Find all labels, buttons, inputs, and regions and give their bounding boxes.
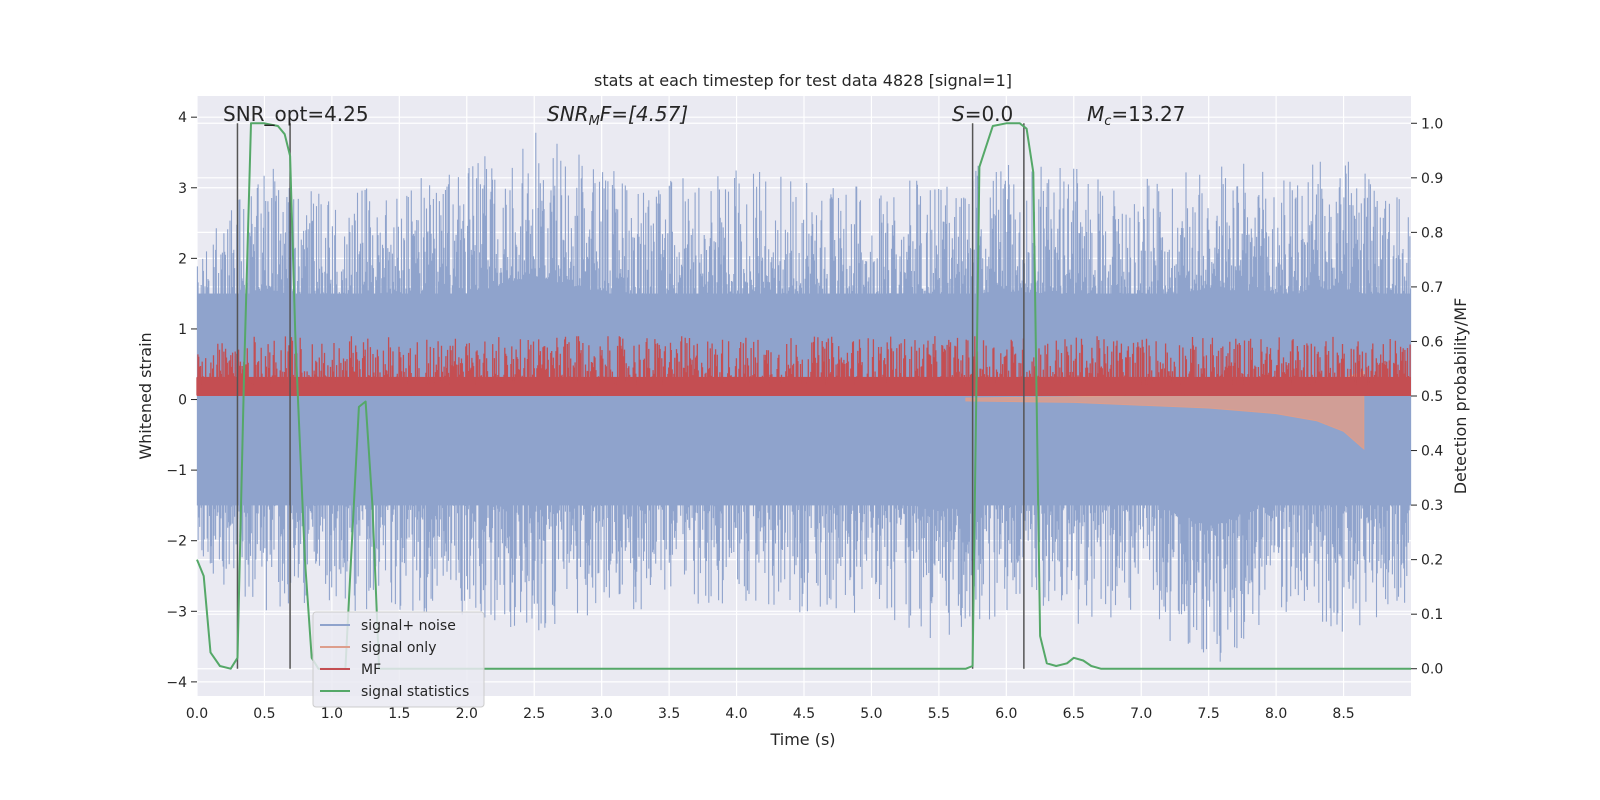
annotation-snr-opt: SNR_opt=4.25 xyxy=(223,102,369,126)
y-tick-label: 1 xyxy=(178,322,187,338)
x-tick-label: 4.5 xyxy=(793,706,815,722)
y2-tick-label: 0.2 xyxy=(1421,553,1443,569)
y-tick-label: 4 xyxy=(178,110,187,126)
chart-title: stats at each timestep for test data 482… xyxy=(594,71,1012,90)
y-tick-label: −3 xyxy=(166,604,187,620)
annotation-mc: Mc=13.27 xyxy=(1087,102,1185,129)
x-tick-label: 6.0 xyxy=(995,706,1017,722)
annotation-mc-rest: =13.27 xyxy=(1111,102,1185,126)
y-tick-label: −2 xyxy=(166,534,187,550)
x-tick-label: 2.5 xyxy=(523,706,545,722)
x-tick-label: 5.0 xyxy=(860,706,882,722)
mf-line xyxy=(196,336,1411,396)
y2-tick-label: 0.6 xyxy=(1421,334,1443,350)
y-tick-label: 0 xyxy=(178,393,187,409)
y-tick-label: −4 xyxy=(166,675,187,691)
x-tick-label: 7.5 xyxy=(1198,706,1220,722)
y2-tick-label: 0.5 xyxy=(1421,389,1443,405)
legend-label-mf: MF xyxy=(361,662,381,678)
legend: signal+ noise signal only MF signal stat… xyxy=(312,611,485,708)
y2-tick-label: 1.0 xyxy=(1421,116,1443,132)
legend-label-signal-statistics: signal statistics xyxy=(361,684,469,700)
x-tick-label: 1.5 xyxy=(388,706,410,722)
x-tick-label: 7.0 xyxy=(1130,706,1152,722)
x-tick-label: 8.5 xyxy=(1332,706,1354,722)
annotation-s-rest: =0.0 xyxy=(965,102,1014,126)
annotation-s: S=0.0 xyxy=(952,102,1013,126)
annotation-snr-mf-rest: F=[4.57] xyxy=(600,102,688,126)
legend-label-signal-only: signal only xyxy=(361,640,436,656)
x-tick-label: 1.0 xyxy=(321,706,343,722)
annotation-mc-main: M xyxy=(1087,102,1104,126)
x-tick-label: 8.0 xyxy=(1265,706,1287,722)
y-axis-ticks: −4 −3 −2 −1 0 1 2 3 4 xyxy=(166,110,197,691)
x-tick-label: 3.0 xyxy=(591,706,613,722)
annotation-snr-mf-sub: M xyxy=(589,114,600,129)
x-tick-label: 5.5 xyxy=(928,706,950,722)
x-tick-label: 3.5 xyxy=(658,706,680,722)
y2-tick-label: 0.7 xyxy=(1421,280,1443,296)
x-tick-label: 0.0 xyxy=(186,706,208,722)
x-tick-label: 4.0 xyxy=(725,706,747,722)
annotation-snr-mf: SNRMF=[4.57] xyxy=(547,102,688,129)
x-tick-label: 6.5 xyxy=(1063,706,1085,722)
x-tick-label: 2.0 xyxy=(456,706,478,722)
y2-tick-label: 0.8 xyxy=(1421,225,1443,241)
y2-tick-label: 0.3 xyxy=(1421,498,1443,514)
y2-tick-label: 0.4 xyxy=(1421,444,1443,460)
legend-box xyxy=(312,611,485,708)
x-axis-ticks: 0.0 0.5 1.0 1.5 2.0 2.5 3.0 3.5 4.0 4.5 5.0 5.5 6.0 6… xyxy=(186,706,1355,722)
annotation-snr-mf-main: SNR xyxy=(547,102,589,126)
y2-tick-label: 0.9 xyxy=(1421,171,1443,187)
legend-label-signal-noise: signal+ noise xyxy=(361,618,456,634)
y2-axis-ticks: 0.0 0.1 0.2 0.3 0.4 0.5 0.6 0.7 0.8 0.9 1.0 xyxy=(1411,116,1443,678)
y-tick-label: −1 xyxy=(166,463,187,479)
x-axis-label: Time (s) xyxy=(769,730,835,749)
annotation-s-main: S xyxy=(952,102,965,126)
y-axis-label: Whitened strain xyxy=(136,332,155,459)
annotation-mc-sub: c xyxy=(1104,114,1111,129)
y2-tick-label: 0.1 xyxy=(1421,607,1443,623)
detection-markers xyxy=(236,123,1025,669)
y-tick-label: 2 xyxy=(178,251,187,267)
series-mf xyxy=(196,336,1411,396)
x-tick-label: 0.5 xyxy=(253,706,275,722)
y-tick-label: 3 xyxy=(178,181,187,197)
y2-tick-label: 0.0 xyxy=(1421,662,1443,678)
y2-axis-label: Detection probability/MF xyxy=(1451,298,1470,495)
